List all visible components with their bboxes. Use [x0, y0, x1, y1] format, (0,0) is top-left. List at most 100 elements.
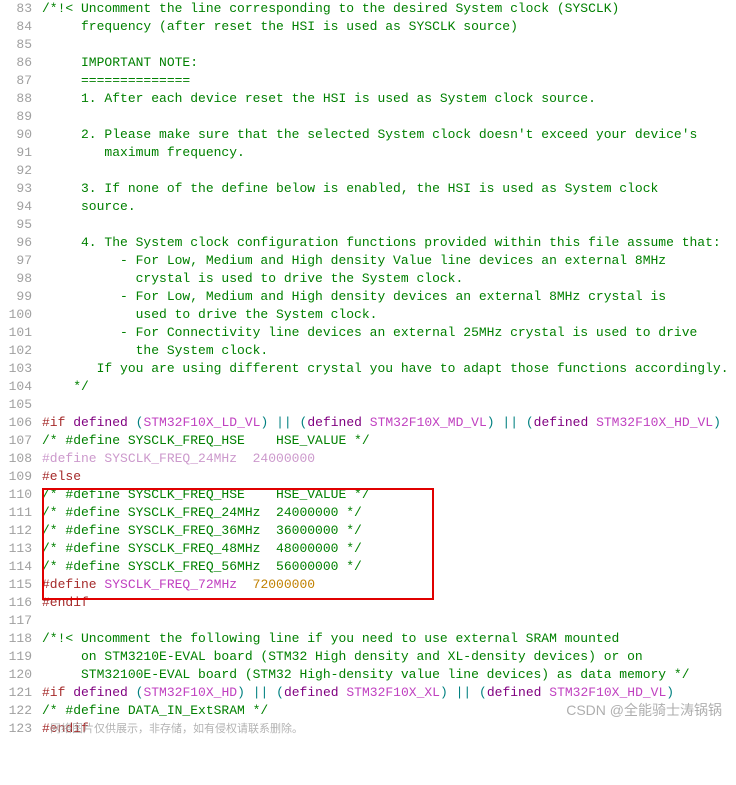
line-number: 110: [0, 486, 32, 504]
code-line: maximum frequency.: [42, 144, 736, 162]
code-token: #else: [42, 469, 81, 484]
code-token: defined: [284, 685, 339, 700]
code-token: 3. If none of the define below is enable…: [42, 181, 658, 196]
code-token: [518, 415, 526, 430]
line-number: 107: [0, 432, 32, 450]
code-token: defined: [307, 415, 362, 430]
code-token: /* #define SYSCLK_FREQ_56MHz 56000000 */: [42, 559, 362, 574]
code-line: - For Connectivity line devices an exter…: [42, 324, 736, 342]
code-token: 1. After each device reset the HSI is us…: [42, 91, 596, 106]
code-token: /* #define DATA_IN_ExtSRAM */: [42, 703, 268, 718]
line-number: 99: [0, 288, 32, 306]
code-token: STM32F10X_MD_VL: [370, 415, 487, 430]
code-token: #endif: [42, 595, 89, 610]
code-token: STM32100E-EVAL board (STM32 High-density…: [42, 667, 690, 682]
code-line: /*!< Uncomment the line corresponding to…: [42, 0, 736, 18]
line-number: 120: [0, 666, 32, 684]
line-number: 85: [0, 36, 32, 54]
code-line: [42, 612, 736, 630]
code-token: [237, 577, 253, 592]
code-token: If you are using different crystal you h…: [42, 361, 729, 376]
code-token: [245, 685, 253, 700]
code-token: STM32F10X_HD: [143, 685, 237, 700]
code-token: */: [42, 379, 89, 394]
line-number: 89: [0, 108, 32, 126]
line-number: 117: [0, 612, 32, 630]
code-line: [42, 162, 736, 180]
code-token: [128, 685, 136, 700]
code-token: ): [713, 415, 721, 430]
line-number: 93: [0, 180, 32, 198]
line-number: 94: [0, 198, 32, 216]
code-token: source.: [42, 199, 136, 214]
line-number: 84: [0, 18, 32, 36]
line-number: 105: [0, 396, 32, 414]
code-token: /* #define SYSCLK_FREQ_36MHz 36000000 */: [42, 523, 362, 538]
code-line: /* #define SYSCLK_FREQ_48MHz 48000000 */: [42, 540, 736, 558]
code-token: STM32F10X_HD_VL: [549, 685, 666, 700]
code-token: /* #define SYSCLK_FREQ_24MHz 24000000 */: [42, 505, 362, 520]
line-number: 92: [0, 162, 32, 180]
code-line: STM32100E-EVAL board (STM32 High-density…: [42, 666, 736, 684]
code-token: - For Low, Medium and High density Value…: [42, 253, 666, 268]
code-line: source.: [42, 198, 736, 216]
code-line: 2. Please make sure that the selected Sy…: [42, 126, 736, 144]
line-number: 101: [0, 324, 32, 342]
code-line: [42, 108, 736, 126]
line-number: 102: [0, 342, 32, 360]
line-number: 108: [0, 450, 32, 468]
code-token: 2. Please make sure that the selected Sy…: [42, 127, 697, 142]
line-number: 116: [0, 594, 32, 612]
line-number: 90: [0, 126, 32, 144]
code-line: #define SYSCLK_FREQ_72MHz 72000000: [42, 576, 736, 594]
line-number: 106: [0, 414, 32, 432]
code-token: #if: [42, 415, 65, 430]
code-token: ): [440, 685, 448, 700]
code-token: #if: [42, 685, 65, 700]
code-line: ==============: [42, 72, 736, 90]
code-token: 72000000: [253, 577, 315, 592]
code-token: [448, 685, 456, 700]
line-number: 97: [0, 252, 32, 270]
code-token: [268, 685, 276, 700]
code-token: defined: [73, 685, 128, 700]
code-line: #endif: [42, 594, 736, 612]
code-token: [588, 415, 596, 430]
code-line: 4. The System clock configuration functi…: [42, 234, 736, 252]
line-number: 118: [0, 630, 32, 648]
code-line: */: [42, 378, 736, 396]
code-area: /*!< Uncomment the line corresponding to…: [42, 0, 736, 738]
code-line: [42, 216, 736, 234]
code-token: crystal is used to drive the System cloc…: [42, 271, 463, 286]
code-token: IMPORTANT NOTE:: [42, 55, 198, 70]
code-token: [471, 685, 479, 700]
code-token: /* #define SYSCLK_FREQ_HSE HSE_VALUE */: [42, 433, 370, 448]
code-token: ): [666, 685, 674, 700]
line-number: 103: [0, 360, 32, 378]
code-token: - For Low, Medium and High density devic…: [42, 289, 666, 304]
code-token: STM32F10X_HD_VL: [596, 415, 713, 430]
code-token: /* #define SYSCLK_FREQ_48MHz 48000000 */: [42, 541, 362, 556]
code-token: frequency (after reset the HSI is used a…: [42, 19, 518, 34]
line-number: 115: [0, 576, 32, 594]
line-number: 109: [0, 468, 32, 486]
code-line: /*!< Uncomment the following line if you…: [42, 630, 736, 648]
line-number: 122: [0, 702, 32, 720]
code-token: defined: [73, 415, 128, 430]
code-token: ): [487, 415, 495, 430]
line-number: 86: [0, 54, 32, 72]
line-number: 121: [0, 684, 32, 702]
line-number: 95: [0, 216, 32, 234]
code-token: [268, 415, 276, 430]
code-line: If you are using different crystal you h…: [42, 360, 736, 378]
line-number: 96: [0, 234, 32, 252]
code-token: used to drive the System clock.: [42, 307, 377, 322]
line-number: 104: [0, 378, 32, 396]
line-number: 83: [0, 0, 32, 18]
code-token: ||: [253, 685, 269, 700]
line-number: 87: [0, 72, 32, 90]
code-token: [362, 415, 370, 430]
code-line: - For Low, Medium and High density Value…: [42, 252, 736, 270]
code-line: /* #define SYSCLK_FREQ_56MHz 56000000 */: [42, 558, 736, 576]
code-token: /*!< Uncomment the line corresponding to…: [42, 1, 619, 16]
